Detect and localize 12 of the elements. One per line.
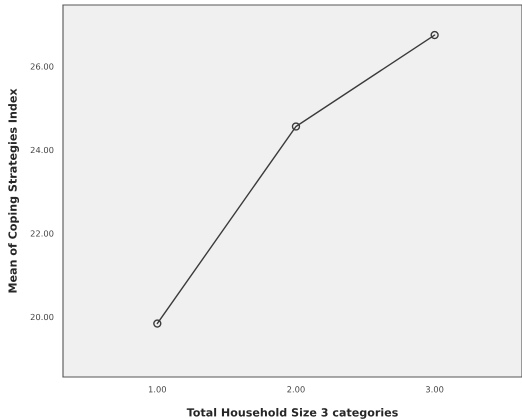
point [430,30,439,40]
x-axis-title: Total Household Size 3 categories [186,408,398,419]
x-tick-label: 1.00 [148,386,166,392]
y-axis-title: Mean of Coping Strategies Index [8,88,20,293]
y-tick-label: 22.00 [30,230,54,237]
y-tick-label: 24.00 [30,146,54,154]
y-tick-label: 20.00 [30,314,54,320]
x-tick-label: 2.00 [287,386,305,392]
x-tick-label: 3.00 [426,386,444,392]
point [292,122,300,131]
y-tick-label: 26.00 [30,63,54,70]
point [153,319,162,328]
